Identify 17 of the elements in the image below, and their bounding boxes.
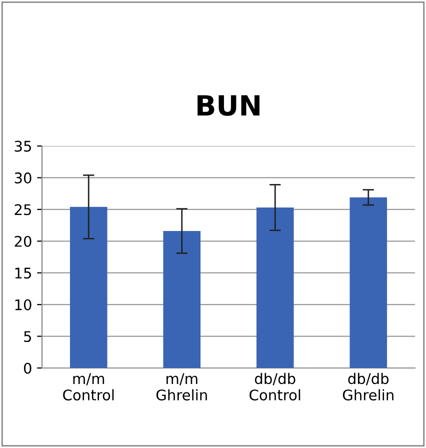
y-tick-label: 5: [24, 331, 32, 342]
bar: [350, 197, 388, 368]
bar: [70, 206, 108, 368]
y-tick-label: 10: [15, 299, 32, 310]
chart-title: BUN: [198, 95, 260, 116]
bar: [163, 230, 201, 368]
y-tick-label: 25: [14, 204, 32, 216]
x-tick-label: m/m Ghrelin: [156, 373, 207, 400]
y-tick-label: 35: [14, 140, 32, 152]
y-tick-label: 20: [14, 236, 32, 247]
y-tick-label: 0: [24, 362, 32, 374]
x-tick-label: db/db Ghrelin: [342, 372, 394, 400]
y-tick-label: 15: [15, 268, 32, 279]
x-tick-label: m/m Control: [63, 373, 114, 400]
bar: [256, 208, 294, 368]
x-tick-label: db/db Control: [250, 372, 300, 400]
y-tick-label: 30: [14, 172, 32, 184]
